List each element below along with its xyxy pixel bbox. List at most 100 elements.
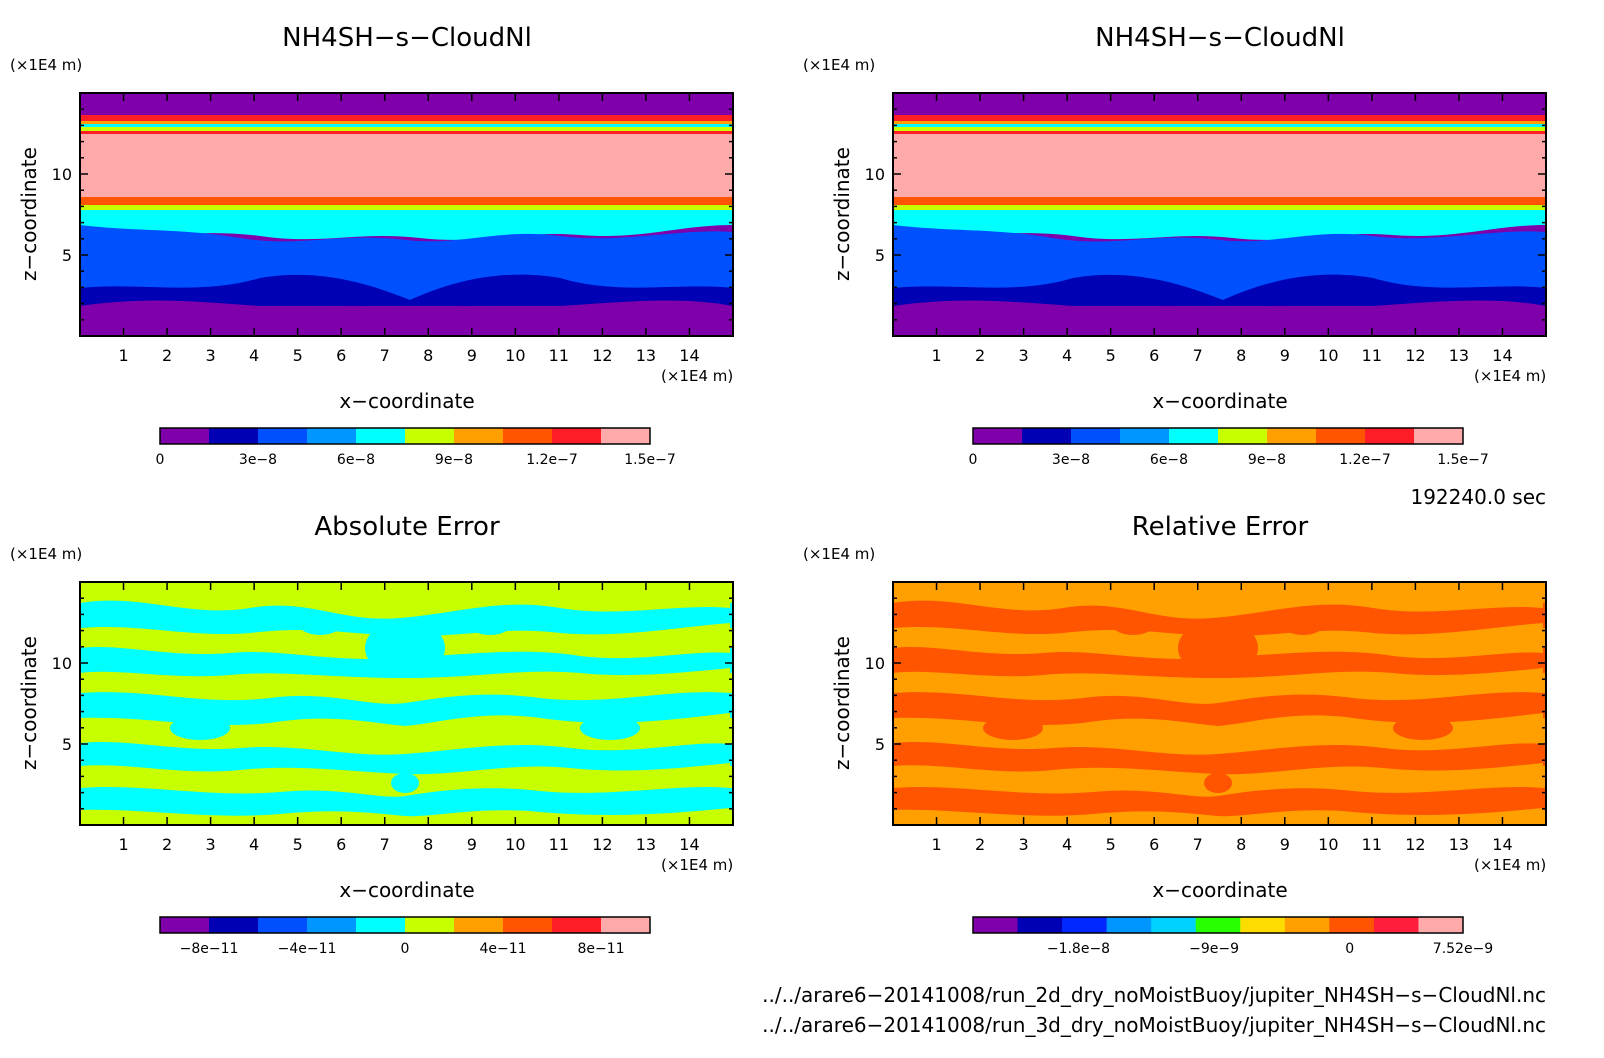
- colorbar-swatch: [1169, 428, 1219, 444]
- colorbar-swatch: [1195, 917, 1241, 933]
- colorbar-swatch: [160, 428, 210, 444]
- x-tick-label: 12: [592, 835, 612, 854]
- colorbar-tick-label: −1.8e−8: [1047, 941, 1110, 957]
- x-tick-label: 11: [1362, 835, 1382, 854]
- colorbar-swatch: [1414, 428, 1464, 444]
- contour-field: [79, 92, 734, 337]
- x-axis-label: x−coordinate: [339, 389, 474, 413]
- x-tick-label: 9: [1280, 346, 1290, 365]
- x-tick-label: 5: [1106, 835, 1116, 854]
- colorbar-frame: [972, 427, 1464, 445]
- colorbar-tick-label: 3e−8: [1052, 452, 1090, 468]
- x-tick-label: 1: [931, 835, 941, 854]
- colorbar-swatch: [1218, 428, 1268, 444]
- y-axis-label: z−coordinate: [830, 636, 854, 770]
- x-tick-label: 5: [293, 835, 303, 854]
- colorbar-tick-label: 3e−8: [239, 452, 277, 468]
- colorbar-tick-label: −8e−11: [180, 941, 239, 957]
- panel-title: NH4SH−s−CloudNl: [1095, 23, 1345, 53]
- colorbar-tick-label: 6e−8: [1150, 452, 1188, 468]
- file-path-2: ../../arare6−20141008/run_3d_dry_noMoist…: [762, 1013, 1546, 1037]
- colorbar-swatch: [258, 428, 308, 444]
- panel-title: Relative Error: [1132, 512, 1309, 542]
- colorbar-swatch: [454, 428, 504, 444]
- x-axis-label: x−coordinate: [1152, 878, 1287, 902]
- colorbar-swatch: [503, 428, 553, 444]
- x-tick-label: 9: [1280, 835, 1290, 854]
- colorbar-frame: [159, 916, 651, 934]
- x-tick-label: 1: [931, 346, 941, 365]
- colorbar-swatch: [209, 428, 259, 444]
- y-unit-label: (×1E4 m): [10, 545, 82, 563]
- colorbar-swatch: [1316, 428, 1366, 444]
- x-tick-label: 7: [380, 835, 390, 854]
- colorbar-frame: [159, 427, 651, 445]
- colorbar-swatch: [1062, 917, 1108, 933]
- colorbar-tick-label: 9e−8: [1248, 452, 1286, 468]
- x-tick-label: 12: [592, 346, 612, 365]
- y-tick-label: 10: [865, 654, 885, 673]
- colorbar-swatch: [454, 917, 504, 933]
- colorbar-tick-label: 8e−11: [577, 941, 624, 957]
- x-unit-label: (×1E4 m): [661, 856, 733, 874]
- colorbar-swatch: [1329, 917, 1375, 933]
- colorbar-swatch: [356, 917, 406, 933]
- x-tick-label: 6: [336, 346, 346, 365]
- x-tick-label: 1: [118, 346, 128, 365]
- x-tick-label: 4: [1062, 835, 1072, 854]
- y-tick-label: 10: [52, 654, 72, 673]
- y-unit-label: (×1E4 m): [803, 545, 875, 563]
- colorbar-tick-label: 1.5e−7: [1437, 452, 1489, 468]
- panel-title: Absolute Error: [314, 512, 500, 542]
- colorbar-swatch: [258, 917, 308, 933]
- x-tick-label: 7: [1193, 835, 1203, 854]
- colorbar-tick-label: −9e−9: [1189, 941, 1239, 957]
- x-axis-label: x−coordinate: [339, 878, 474, 902]
- colorbar-swatch: [1373, 917, 1419, 933]
- panel-title: NH4SH−s−CloudNl: [282, 23, 532, 53]
- x-tick-label: 6: [336, 835, 346, 854]
- colorbar-swatch: [601, 917, 651, 933]
- y-unit-label: (×1E4 m): [803, 56, 875, 74]
- colorbar-swatch: [1267, 428, 1317, 444]
- panel-top-right: NH4SH−s−CloudNl (×1E4 m) z−coordinate x−…: [803, 23, 1547, 413]
- x-tick-label: 2: [162, 835, 172, 854]
- colorbar-swatch: [1120, 428, 1170, 444]
- y-tick-label: 5: [875, 246, 885, 265]
- x-tick-label: 10: [505, 346, 525, 365]
- x-unit-label: (×1E4 m): [1474, 856, 1546, 874]
- colorbar-tick-label: 1.5e−7: [624, 452, 676, 468]
- contour-field: [892, 92, 1547, 337]
- x-tick-label: 14: [679, 835, 699, 854]
- x-tick-label: 2: [975, 835, 985, 854]
- x-tick-label: 11: [549, 346, 569, 365]
- x-tick-label: 14: [679, 346, 699, 365]
- y-axis-label: z−coordinate: [830, 147, 854, 281]
- y-tick-label: 10: [865, 165, 885, 184]
- x-tick-label: 13: [1449, 346, 1469, 365]
- colorbar-swatch: [601, 428, 651, 444]
- x-unit-label: (×1E4 m): [661, 367, 733, 385]
- colorbar-swatch: [405, 428, 455, 444]
- colorbar-swatch: [307, 428, 357, 444]
- x-tick-label: 12: [1405, 346, 1425, 365]
- x-tick-label: 13: [636, 346, 656, 365]
- colorbar-tick-label: 0: [401, 941, 410, 957]
- x-unit-label: (×1E4 m): [1474, 367, 1546, 385]
- colorbar-swatch: [503, 917, 553, 933]
- x-axis-label: x−coordinate: [1152, 389, 1287, 413]
- x-tick-label: 8: [423, 835, 433, 854]
- colorbar-tick-label: 1.2e−7: [526, 452, 578, 468]
- colorbar-swatch: [1017, 917, 1063, 933]
- y-axis-label: z−coordinate: [17, 636, 41, 770]
- x-tick-label: 5: [293, 346, 303, 365]
- x-tick-label: 8: [423, 346, 433, 365]
- colorbar-swatch: [1284, 917, 1330, 933]
- x-tick-label: 4: [1062, 346, 1072, 365]
- colorbar-swatch: [1365, 428, 1415, 444]
- x-tick-label: 4: [249, 835, 259, 854]
- colorbar-swatch: [1071, 428, 1121, 444]
- file-path-1: ../../arare6−20141008/run_2d_dry_noMoist…: [762, 983, 1546, 1007]
